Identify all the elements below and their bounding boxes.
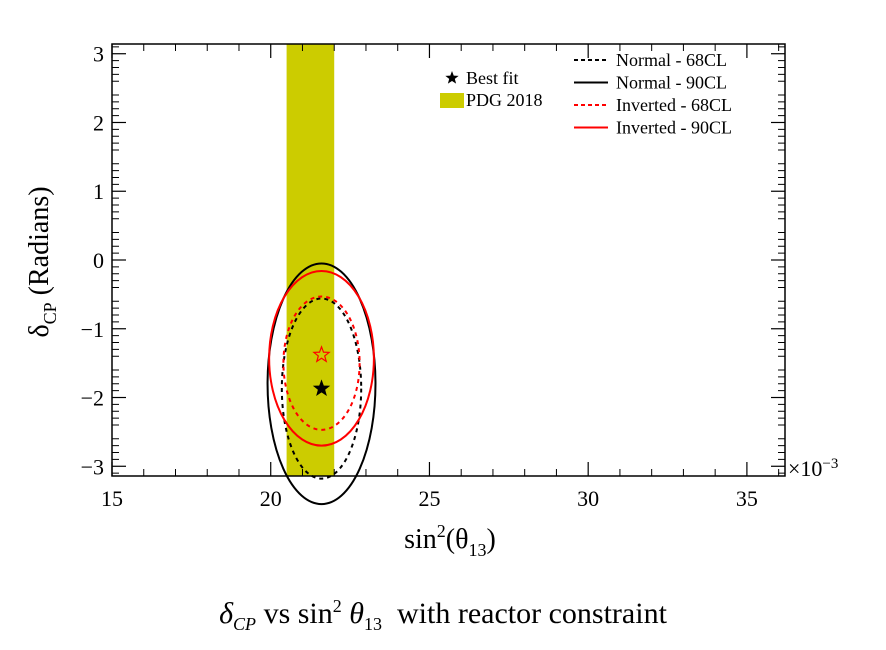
best-fit-marker-inverted <box>312 345 331 363</box>
x-axis-label: sin2(θ13) <box>404 521 496 560</box>
y-axis-label: δCP (Radians) <box>24 186 60 337</box>
y-tick-label: −1 <box>81 317 104 342</box>
x-multiplier: ×10−3 <box>788 456 838 481</box>
legend-series-label: Inverted - 90CL <box>616 118 732 138</box>
legend-series-label: Inverted - 68CL <box>616 95 732 115</box>
contour-inverted-90cl <box>268 270 375 447</box>
contour-inverted-68cl <box>282 295 361 431</box>
best-fit-marker-normal <box>312 379 331 396</box>
legend-series-label: Normal - 68CL <box>616 50 727 70</box>
y-tick-label: −2 <box>81 386 104 411</box>
contour-normal-90cl <box>266 262 377 506</box>
y-tick-label: 2 <box>93 110 104 135</box>
legend-star-icon <box>445 71 459 84</box>
x-tick-label: 30 <box>577 486 599 511</box>
legend-band-swatch <box>440 93 464 108</box>
legend-label: PDG 2018 <box>466 90 543 110</box>
x-tick-label: 15 <box>101 486 123 511</box>
contour-normal-68cl <box>280 297 363 480</box>
tick-layer: 15 20 25 30 35 −3 −2 −1 0 1 2 3 <box>81 42 785 511</box>
figure-caption: δCP vs sin2 θ13 with reactor constraint <box>219 596 667 634</box>
pdg-band-layer <box>286 44 335 476</box>
x-tick-label: 25 <box>418 486 440 511</box>
y-tick-label: 0 <box>93 248 104 273</box>
y-tick-label: 3 <box>93 42 104 67</box>
x-tick-label: 20 <box>260 486 282 511</box>
legend-label: Best fit <box>466 68 519 88</box>
legend-series-label: Normal - 90CL <box>616 73 727 93</box>
y-tick-label: 1 <box>93 179 104 204</box>
pdg-band <box>286 44 335 476</box>
y-tick-label: −3 <box>81 454 104 479</box>
contour-layer <box>266 262 377 506</box>
x-tick-label: 35 <box>736 486 758 511</box>
best-fit-layer <box>312 345 331 396</box>
